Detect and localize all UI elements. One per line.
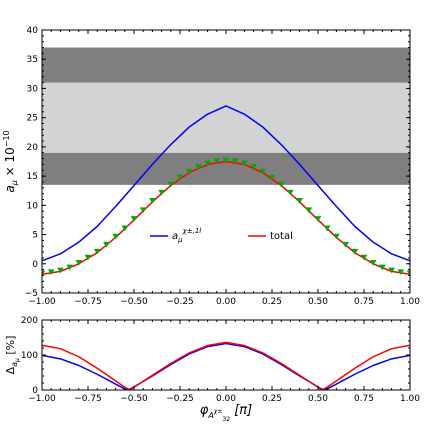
marker-point (379, 264, 386, 271)
marker-point (333, 233, 340, 240)
plot-frame (41, 319, 411, 391)
exclusion-band-2 (42, 82, 410, 153)
marker-point (277, 181, 285, 188)
marker-point (222, 157, 230, 164)
marker-point (47, 269, 55, 276)
y-tick-label: 10 (27, 201, 39, 211)
marker-point (149, 198, 156, 204)
x-tick-label: 1.00 (400, 297, 420, 307)
marker-point (112, 233, 119, 240)
x-tick-label: −0.50 (120, 297, 148, 307)
x-tick-label: 0.25 (262, 394, 282, 404)
x-axis-ticks: −1.00 −0.75 −0.50 −0.25 0.00 0.25 0.50 0.75 1.00 (28, 320, 420, 404)
y-tick-label: 25 (27, 114, 38, 124)
y-tick-label: −5 (25, 289, 38, 299)
marker-point (213, 158, 221, 165)
marker-point (84, 254, 92, 261)
marker-point (305, 207, 313, 214)
y-axis-label: aμ × 10−10 (2, 130, 19, 192)
x-axis-label: φAχ±32 [π] (200, 403, 252, 423)
marker-point (42, 270, 46, 277)
x-tick-label: −0.75 (74, 297, 102, 307)
marker-point (158, 189, 165, 196)
series-line-1 (42, 342, 410, 390)
legend-label-2: total (270, 231, 293, 242)
marker-point (287, 189, 294, 196)
exclusion-band-3 (42, 47, 410, 83)
marker-point (250, 164, 257, 170)
marker-point (231, 158, 239, 165)
marker-point (397, 269, 405, 276)
marker-point (323, 225, 331, 232)
x-tick-label: 1.00 (400, 394, 420, 404)
x-tick-label: −1.00 (28, 394, 56, 404)
y-axis-label: Δaμ [%] (4, 336, 21, 375)
x-tick-label: 0.00 (216, 394, 236, 404)
y-tick-label: 5 (32, 231, 38, 241)
marker-point (342, 241, 349, 248)
marker-point (406, 270, 410, 277)
x-tick-label: −0.75 (74, 394, 102, 404)
marker-point (351, 248, 359, 255)
y-tick-label: 35 (27, 55, 38, 65)
chart-panel-2: −1.00 −0.75 −0.50 −0.25 0.00 0.25 0.50 0.75 1.00… (4, 316, 420, 423)
marker-point (241, 160, 248, 167)
y-tick-label: 20 (27, 143, 39, 153)
marker-point (66, 264, 73, 271)
exclusion-band-1 (42, 152, 410, 185)
series-line-1 (42, 105, 410, 262)
x-tick-label: 0.50 (308, 297, 328, 307)
marker-point (195, 164, 202, 170)
x-tick-label: 0.25 (262, 297, 282, 307)
chart-panel-1: −1.00 −0.75 −0.50 −0.25 0.00 0.25 0.50 0.75 1.00… (2, 26, 420, 307)
y-tick-label: 30 (27, 84, 39, 94)
marker-point (369, 260, 377, 266)
plot-area (42, 105, 410, 277)
x-tick-label: 0.75 (354, 297, 374, 307)
x-tick-label: 0.50 (308, 394, 328, 404)
marker-point (204, 160, 211, 167)
legend-label-1: aμχ±,1l (172, 227, 201, 244)
x-tick-label: −0.50 (120, 394, 148, 404)
y-tick-label: 15 (27, 172, 38, 182)
series-line-2 (42, 341, 410, 390)
legend: aμχ±,1l total (150, 227, 293, 244)
y-tick-label: 40 (27, 26, 39, 36)
y-tick-label: 100 (21, 351, 38, 361)
x-tick-label: −0.25 (166, 297, 194, 307)
x-tick-label: −0.25 (166, 394, 194, 404)
marker-point (57, 267, 64, 274)
marker-point (185, 168, 193, 175)
y-axis-ticks: 0 100 200 (21, 316, 410, 396)
x-axis-ticks: −1.00 −0.75 −0.50 −0.25 0.00 0.25 0.50 0.75 1.00 (28, 30, 420, 307)
plot-area (42, 341, 410, 390)
y-tick-label: 0 (32, 260, 38, 270)
marker-point (93, 248, 101, 255)
y-tick-label: 0 (32, 386, 38, 396)
marker-point (103, 241, 110, 248)
marker-point (167, 181, 175, 188)
x-tick-label: 0.00 (216, 297, 236, 307)
marker-point (259, 168, 267, 175)
marker-point (139, 207, 147, 214)
marker-point (75, 260, 83, 266)
marker-point (130, 216, 138, 222)
x-tick-label: 0.75 (354, 394, 374, 404)
y-axis-ticks: −5 0 5 10 15 20 25 30 35 40 (25, 26, 410, 299)
marker-point (314, 216, 322, 222)
marker-point (388, 267, 395, 274)
marker-point (121, 225, 129, 232)
x-tick-label: −1.00 (28, 297, 56, 307)
marker-point (296, 198, 303, 204)
marker-point (268, 174, 276, 181)
marker-point (360, 254, 368, 261)
y-tick-label: 200 (21, 316, 38, 326)
marker-point (176, 174, 184, 181)
